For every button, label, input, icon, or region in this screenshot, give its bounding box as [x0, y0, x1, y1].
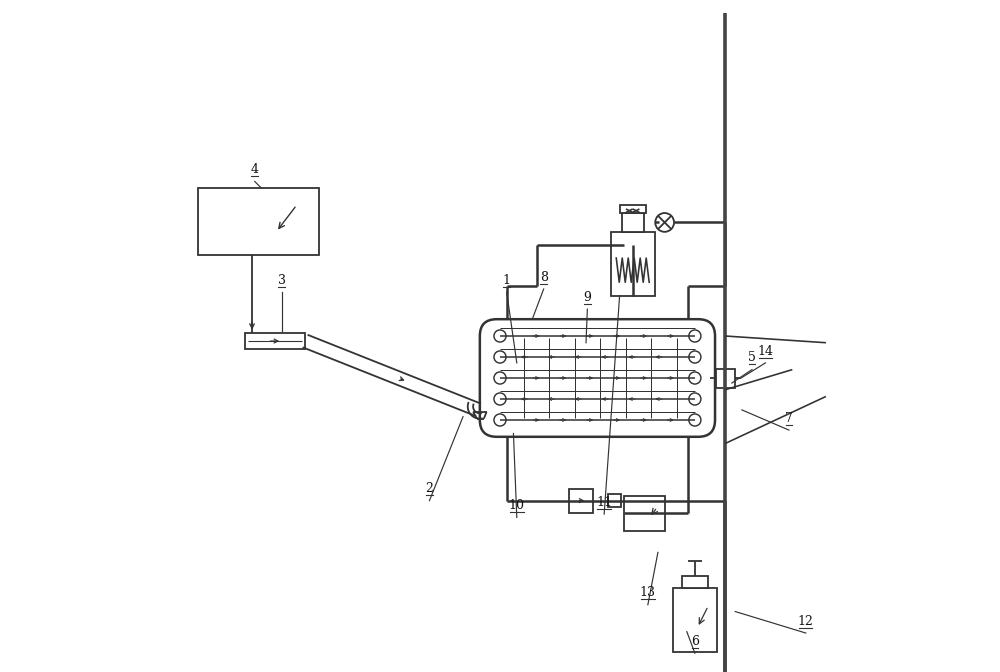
FancyBboxPatch shape — [480, 319, 715, 437]
Bar — [682, 576, 708, 588]
Text: 9: 9 — [583, 291, 591, 304]
Text: 7: 7 — [785, 412, 793, 425]
Text: 10: 10 — [509, 499, 525, 512]
Circle shape — [494, 351, 506, 363]
Circle shape — [494, 372, 506, 384]
Text: 13: 13 — [640, 587, 656, 599]
Text: 8: 8 — [540, 271, 548, 284]
Circle shape — [494, 330, 506, 342]
Circle shape — [494, 414, 506, 426]
Text: 4: 4 — [251, 163, 259, 176]
Bar — [245, 333, 305, 349]
Circle shape — [689, 393, 701, 405]
Text: 11: 11 — [596, 496, 612, 509]
Bar — [673, 588, 717, 652]
Text: 3: 3 — [278, 274, 286, 287]
Bar — [620, 205, 646, 213]
Text: 5: 5 — [748, 351, 756, 364]
Circle shape — [689, 414, 701, 426]
Bar — [716, 369, 735, 388]
Circle shape — [689, 351, 701, 363]
Text: 1: 1 — [503, 274, 511, 287]
Bar — [569, 489, 593, 513]
Text: 2: 2 — [426, 482, 433, 495]
Circle shape — [689, 330, 701, 342]
Text: 14: 14 — [757, 345, 773, 358]
Bar — [611, 232, 655, 296]
Bar — [624, 496, 665, 531]
Text: 12: 12 — [798, 615, 814, 628]
Circle shape — [689, 372, 701, 384]
Text: 6: 6 — [691, 635, 699, 648]
Bar — [608, 494, 621, 507]
Bar — [622, 213, 644, 232]
Bar — [198, 188, 319, 255]
Circle shape — [655, 213, 674, 232]
Circle shape — [494, 393, 506, 405]
